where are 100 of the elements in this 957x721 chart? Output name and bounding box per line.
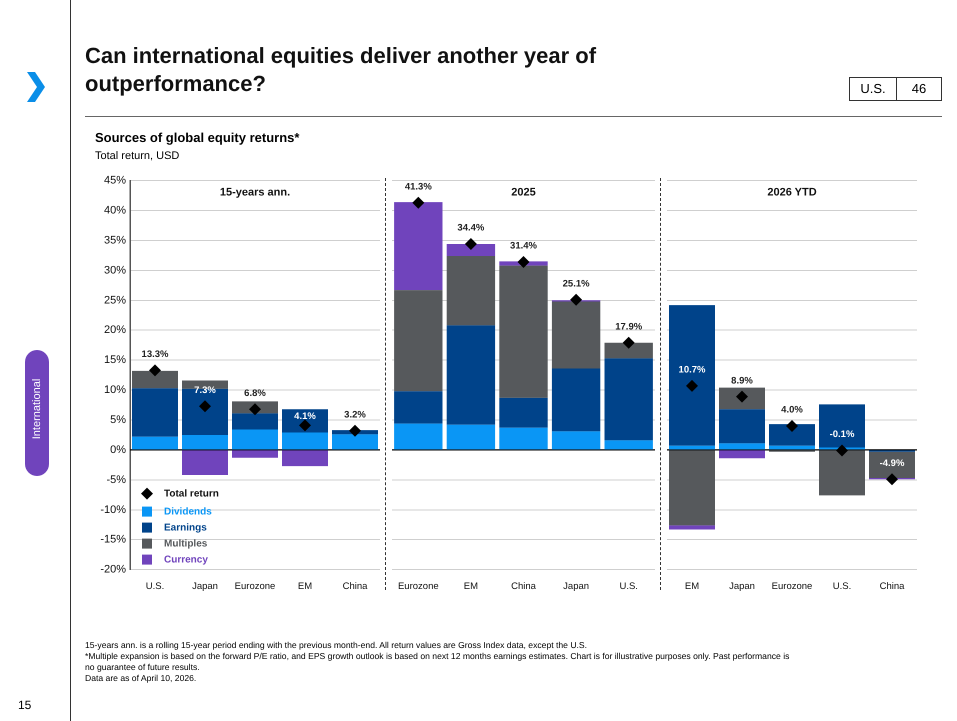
- x-tick-label: U.S.: [619, 580, 638, 592]
- x-tick-label: China: [511, 580, 537, 592]
- bar: [394, 424, 442, 450]
- point: [149, 364, 161, 376]
- bar: [552, 368, 600, 432]
- point: [249, 403, 261, 416]
- data-label: 31.4%: [510, 240, 538, 252]
- y-tick-label: 35%: [104, 234, 126, 246]
- bar: [232, 413, 278, 430]
- x-tick-label: Japan: [729, 580, 755, 592]
- bar: [394, 290, 442, 392]
- text: 15: [18, 698, 32, 712]
- text: Data are as of April 10, 2026.: [85, 673, 196, 683]
- data-label: 13.3%: [142, 348, 170, 360]
- y-tick-label: 5%: [110, 414, 126, 426]
- legend-label: Total return: [164, 488, 219, 500]
- text: Can international equities deliver another year of outperformance?: [85, 42, 598, 98]
- y-tick-label: 45%: [104, 174, 126, 187]
- bar: [819, 450, 865, 496]
- bar: [769, 446, 815, 450]
- bar: [719, 409, 765, 444]
- bar: [282, 432, 328, 450]
- bar: [669, 446, 715, 450]
- text: International: [31, 378, 43, 442]
- bar: [282, 450, 328, 466]
- x-tick-label: EM: [684, 580, 700, 592]
- data-label: 8.9%: [731, 375, 754, 386]
- bar: [132, 436, 178, 450]
- x-tick-label: U.S.: [146, 580, 164, 592]
- data-label: -4.9%: [880, 458, 905, 469]
- y-tick-label: -10%: [100, 504, 126, 516]
- bar: [182, 434, 228, 450]
- data-label: 17.9%: [615, 321, 643, 332]
- bar: [604, 358, 653, 440]
- point: [412, 196, 424, 209]
- bar: [446, 325, 496, 425]
- text: 15-years ann.: [220, 186, 290, 199]
- y-tick-label: 0%: [110, 444, 126, 456]
- data-label: 4.0%: [781, 404, 804, 416]
- y-tick-label: 20%: [104, 324, 126, 336]
- legend-label: Currency: [164, 554, 208, 566]
- legend-label: Multiples: [164, 538, 208, 550]
- bar: [719, 450, 765, 458]
- bar: [499, 398, 548, 428]
- text: 15-years ann. is a rolling 15-year period ending with the previous month-end. All return values are Gross Index data, except the U.S.: [85, 640, 588, 650]
- data-label: -0.1%: [830, 429, 855, 440]
- bar: [552, 301, 600, 369]
- data-label: 4.1%: [294, 410, 316, 422]
- bar: [769, 424, 815, 446]
- bar: [132, 388, 178, 437]
- bar: [669, 525, 715, 530]
- bar: [719, 443, 765, 450]
- bar: [394, 391, 442, 424]
- x-tick-label: Eurozone: [772, 580, 812, 592]
- point: [518, 256, 530, 268]
- data-label: 7.3%: [194, 384, 216, 396]
- legend-label: Dividends: [164, 506, 212, 518]
- bar: [446, 244, 496, 256]
- x-tick-label: China: [342, 580, 368, 592]
- x-tick-label: EM: [298, 580, 312, 592]
- text: 46: [896, 77, 942, 101]
- bar: [719, 388, 765, 410]
- y-tick-label: -15%: [100, 534, 126, 546]
- point: [464, 238, 477, 250]
- bar: [499, 266, 548, 398]
- x-tick-label: Japan: [563, 580, 590, 592]
- x-tick-label: U.S.: [832, 580, 852, 592]
- x-tick-label: Eurozone: [398, 580, 439, 592]
- point: [349, 424, 361, 437]
- point: [622, 336, 635, 349]
- point: [570, 294, 582, 306]
- y-tick-label: -20%: [100, 564, 126, 576]
- y-tick-label: -5%: [106, 474, 126, 486]
- bar: [446, 424, 496, 450]
- point: [686, 380, 698, 392]
- bar: [394, 202, 442, 290]
- x-tick-label: Japan: [192, 580, 218, 592]
- y-tick-label: 25%: [104, 294, 126, 306]
- point: [886, 473, 898, 486]
- x-tick-label: Eurozone: [234, 580, 276, 592]
- x-tick-label: EM: [464, 580, 478, 592]
- bar: [499, 428, 548, 450]
- data-label: 10.7%: [678, 364, 706, 376]
- data-label: 3.2%: [344, 409, 366, 420]
- x-tick-label: China: [880, 580, 906, 592]
- bar: [232, 430, 278, 450]
- point: [786, 420, 798, 432]
- bar: [332, 434, 378, 450]
- text: 2026 YTD: [767, 186, 817, 199]
- y-tick-label: 15%: [104, 354, 126, 366]
- bar: [819, 404, 865, 448]
- text: 2025: [511, 186, 536, 199]
- y-axis-title: Total return, USD: [95, 150, 180, 162]
- text: *Multiple expansion is based on the forward P/E ratio, and EPS growth outlook is based on next 12 months earnings estimates. Chart is for illustrative purposes only. Past performance is no guarantee of future results.: [85, 651, 790, 672]
- y-tick-label: 30%: [104, 264, 126, 276]
- bar: [669, 450, 715, 526]
- data-label: 6.8%: [244, 388, 266, 399]
- text: U.S.: [849, 77, 897, 101]
- bar: [604, 440, 653, 450]
- bar: [869, 452, 915, 478]
